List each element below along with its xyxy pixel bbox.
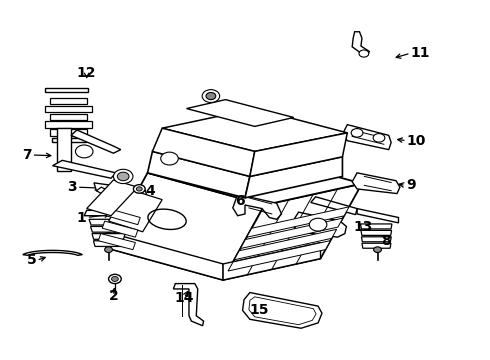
Polygon shape bbox=[241, 218, 343, 248]
Circle shape bbox=[374, 247, 381, 252]
Polygon shape bbox=[352, 173, 400, 194]
Polygon shape bbox=[51, 138, 86, 143]
Polygon shape bbox=[233, 194, 282, 219]
Polygon shape bbox=[147, 152, 362, 205]
Text: 8: 8 bbox=[381, 234, 391, 248]
Polygon shape bbox=[294, 212, 346, 237]
Polygon shape bbox=[106, 232, 223, 280]
Polygon shape bbox=[102, 221, 138, 237]
Polygon shape bbox=[352, 32, 369, 55]
Polygon shape bbox=[147, 152, 250, 198]
Polygon shape bbox=[106, 173, 265, 280]
Circle shape bbox=[202, 90, 220, 103]
Circle shape bbox=[351, 129, 363, 137]
Polygon shape bbox=[234, 229, 337, 260]
Circle shape bbox=[117, 172, 129, 181]
Polygon shape bbox=[311, 197, 357, 215]
Polygon shape bbox=[98, 234, 135, 249]
Polygon shape bbox=[52, 160, 116, 178]
Text: 10: 10 bbox=[407, 134, 426, 148]
Polygon shape bbox=[343, 125, 391, 150]
Polygon shape bbox=[223, 243, 320, 280]
Text: 9: 9 bbox=[406, 178, 416, 192]
Polygon shape bbox=[45, 88, 88, 93]
Circle shape bbox=[373, 134, 385, 142]
Polygon shape bbox=[223, 184, 362, 280]
Text: 4: 4 bbox=[145, 184, 155, 198]
Polygon shape bbox=[250, 133, 347, 176]
Polygon shape bbox=[23, 251, 82, 255]
Text: 6: 6 bbox=[235, 194, 245, 208]
Polygon shape bbox=[246, 207, 349, 237]
Polygon shape bbox=[173, 284, 203, 326]
Polygon shape bbox=[50, 98, 87, 104]
Polygon shape bbox=[89, 219, 128, 225]
Text: 7: 7 bbox=[22, 148, 31, 162]
Polygon shape bbox=[57, 128, 71, 171]
Polygon shape bbox=[91, 226, 126, 232]
Polygon shape bbox=[357, 208, 398, 223]
Circle shape bbox=[114, 169, 133, 184]
Polygon shape bbox=[45, 106, 92, 112]
Polygon shape bbox=[187, 100, 294, 126]
Circle shape bbox=[75, 145, 93, 158]
Polygon shape bbox=[228, 240, 330, 271]
Polygon shape bbox=[245, 157, 343, 198]
Circle shape bbox=[136, 187, 142, 191]
Text: 5: 5 bbox=[27, 253, 36, 267]
Polygon shape bbox=[71, 130, 121, 153]
Polygon shape bbox=[152, 130, 343, 176]
Polygon shape bbox=[50, 113, 87, 120]
Polygon shape bbox=[87, 180, 138, 216]
Polygon shape bbox=[94, 183, 147, 198]
Polygon shape bbox=[162, 109, 347, 152]
Text: 13: 13 bbox=[353, 220, 373, 234]
Text: 15: 15 bbox=[250, 303, 270, 318]
Polygon shape bbox=[361, 230, 392, 235]
Circle shape bbox=[161, 152, 178, 165]
Polygon shape bbox=[94, 241, 123, 247]
Polygon shape bbox=[45, 121, 92, 128]
Text: 11: 11 bbox=[411, 46, 430, 60]
Polygon shape bbox=[106, 208, 140, 225]
Text: 14: 14 bbox=[174, 291, 194, 305]
Polygon shape bbox=[50, 129, 87, 136]
Circle shape bbox=[109, 274, 121, 284]
Polygon shape bbox=[152, 128, 255, 176]
Circle shape bbox=[206, 93, 216, 100]
Circle shape bbox=[133, 185, 145, 193]
Text: 12: 12 bbox=[77, 66, 97, 80]
Text: 3: 3 bbox=[67, 180, 77, 194]
Text: 2: 2 bbox=[109, 289, 118, 303]
Circle shape bbox=[359, 50, 369, 57]
Circle shape bbox=[105, 247, 113, 252]
Polygon shape bbox=[362, 243, 391, 248]
Circle shape bbox=[112, 276, 118, 282]
Polygon shape bbox=[362, 237, 391, 242]
Polygon shape bbox=[361, 224, 392, 229]
Polygon shape bbox=[92, 234, 125, 239]
Text: 1: 1 bbox=[77, 211, 87, 225]
Polygon shape bbox=[109, 189, 162, 232]
Circle shape bbox=[309, 218, 327, 231]
Polygon shape bbox=[84, 210, 133, 216]
Polygon shape bbox=[243, 293, 322, 328]
Polygon shape bbox=[97, 187, 133, 208]
